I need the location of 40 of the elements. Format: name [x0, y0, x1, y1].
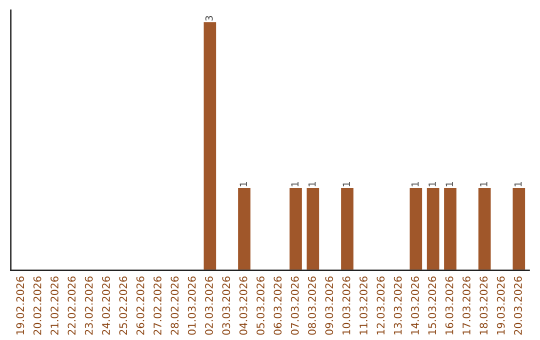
data-label: 1 [428, 182, 436, 186]
x-tick-label: 10.03.2026 [342, 276, 350, 334]
data-label: 1 [308, 182, 316, 186]
x-tick-label: 19.03.2026 [496, 276, 505, 334]
x-tick-label: 24.02.2026 [102, 276, 110, 335]
x-tick-label: 25.02.2026 [119, 276, 128, 335]
x-tick-label: 12.03.2026 [376, 276, 385, 334]
x-tick-label: 15.03.2026 [428, 276, 436, 334]
x-tick-label: 03.03.2026 [222, 276, 230, 335]
x-tick-label: 19.02.2026 [16, 276, 24, 334]
data-label: 1 [446, 182, 453, 186]
x-tick-label: 11.03.2026 [360, 276, 368, 334]
x-tick-label: 04.03.2026 [239, 276, 248, 335]
data-label: 1 [480, 182, 488, 186]
x-tick-label: 09.03.2026 [325, 276, 334, 335]
x-tick-label: 26.02.2026 [136, 276, 144, 335]
x-tick-label: 17.03.2026 [462, 276, 470, 334]
x-tick-label: 13.03.2026 [394, 276, 402, 334]
x-tick-label: 06.03.2026 [274, 276, 282, 335]
data-label: 1 [412, 182, 419, 186]
x-tick-label: 08.03.2026 [308, 276, 316, 335]
x-tick-label: 27.02.2026 [154, 276, 162, 335]
x-tick-label: 07.03.2026 [290, 276, 299, 335]
data-label: 1 [240, 182, 247, 186]
data-label: 1 [514, 182, 522, 186]
x-tick-label: 16.03.2026 [445, 276, 454, 334]
data-label: 1 [291, 182, 298, 186]
x-tick-label: 20.03.2026 [514, 276, 522, 335]
x-tick-label: 28.02.2026 [170, 276, 179, 335]
x-tick-label: 02.03.2026 [205, 276, 213, 335]
x-tick-label: 22.02.2026 [68, 276, 76, 335]
x-tick-label: 21.02.2026 [50, 276, 58, 335]
x-tick-label: 01.03.2026 [188, 276, 196, 335]
data-label: 1 [342, 182, 350, 186]
x-tick-label: 23.02.2026 [84, 276, 93, 335]
x-tick-label: 18.03.2026 [480, 276, 488, 334]
data-label: 3 [205, 16, 213, 21]
x-tick-label: 14.03.2026 [411, 276, 419, 334]
x-tick-label: 20.02.2026 [33, 276, 42, 335]
x-tick-label: 05.03.2026 [256, 276, 264, 335]
